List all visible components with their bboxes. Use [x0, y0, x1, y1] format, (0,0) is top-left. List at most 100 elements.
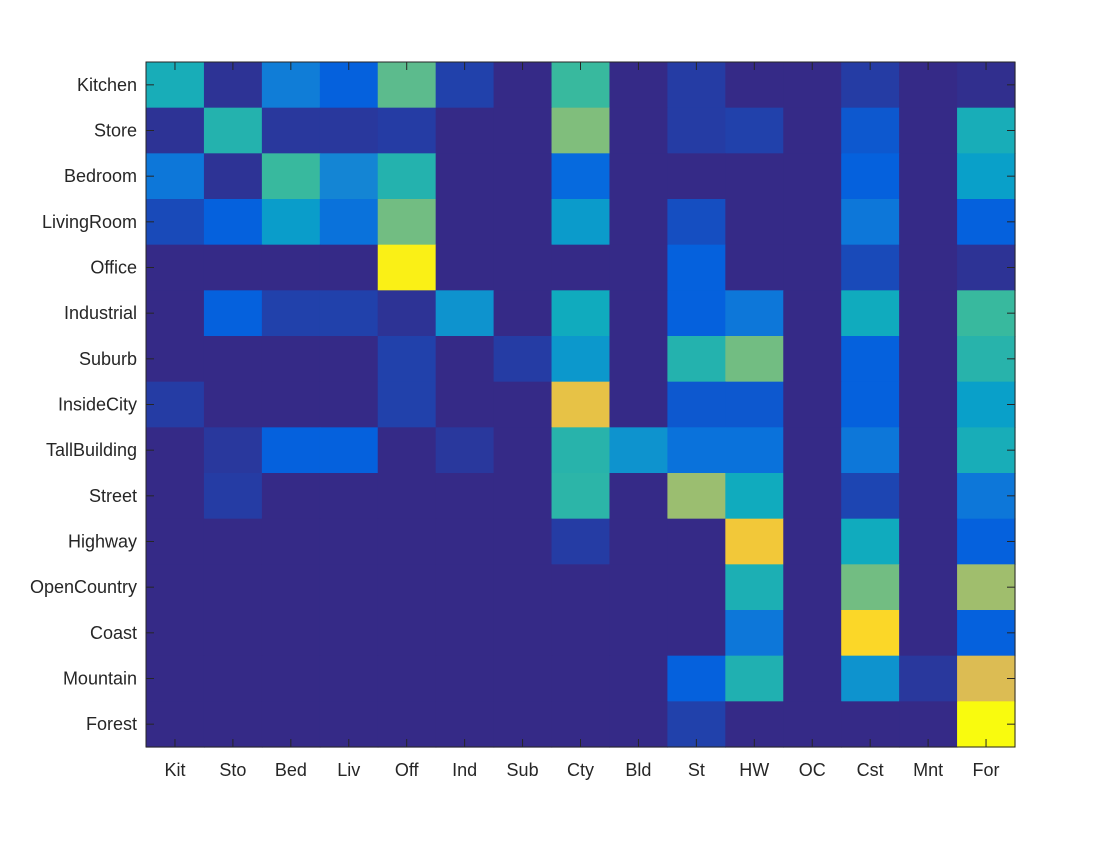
heatmap-cell: [319, 655, 379, 702]
heatmap-cell: [319, 153, 379, 200]
heatmap-cell: [667, 473, 726, 520]
heatmap-cell: [319, 107, 379, 154]
heatmap-cell: [493, 564, 553, 611]
heatmap-cell: [203, 473, 263, 520]
heatmap-cell: [609, 427, 668, 474]
heatmap-cell: [261, 427, 321, 474]
heatmap-cell: [841, 518, 900, 565]
heatmap-cell: [957, 564, 1016, 611]
heatmap-cell: [261, 153, 321, 200]
y-tick-label: Bedroom: [64, 166, 137, 186]
heatmap-cell: [609, 290, 668, 337]
heatmap-cell: [493, 244, 553, 291]
heatmap-cell: [435, 381, 495, 428]
heatmap-cell: [783, 655, 842, 702]
heatmap-cell: [667, 290, 726, 337]
heatmap-cell: [667, 336, 726, 383]
heatmap-cell: [146, 199, 205, 246]
heatmap-cell: [146, 381, 205, 428]
heatmap-cell: [377, 199, 437, 246]
heatmap-cell: [146, 153, 205, 200]
heatmap-cell: [783, 199, 842, 246]
heatmap-cell: [841, 290, 900, 337]
heatmap-cell: [319, 610, 379, 657]
heatmap-cell: [841, 153, 900, 200]
heatmap-cell: [725, 336, 784, 383]
heatmap-cell: [841, 427, 900, 474]
heatmap-cell: [899, 427, 958, 474]
x-tick-label: Liv: [337, 760, 360, 780]
heatmap-cell: [783, 244, 842, 291]
heatmap-cell: [899, 336, 958, 383]
y-tick-label: Highway: [68, 532, 137, 552]
heatmap-cell: [551, 427, 611, 474]
heatmap-cell: [841, 199, 900, 246]
heatmap-cell: [146, 610, 205, 657]
heatmap-cell: [203, 336, 263, 383]
heatmap-cell: [783, 564, 842, 611]
heatmap-cell: [493, 290, 553, 337]
heatmap-cell: [377, 610, 437, 657]
heatmap-cell: [203, 290, 263, 337]
heatmap-cell: [377, 290, 437, 337]
y-axis-ticks: [146, 84, 1015, 725]
heatmap-cell: [203, 199, 263, 246]
heatmap-cell: [435, 655, 495, 702]
heatmap-cell: [203, 427, 263, 474]
heatmap-cell: [783, 610, 842, 657]
heatmap-cell: [783, 107, 842, 154]
y-tick-label: Forest: [86, 714, 137, 734]
heatmap-cell: [667, 518, 726, 565]
heatmap-cell: [551, 244, 611, 291]
heatmap-cell: [957, 199, 1016, 246]
heatmap-cell: [319, 199, 379, 246]
x-axis-ticks: [174, 62, 987, 747]
heatmap-cell: [667, 564, 726, 611]
heatmap-cell: [146, 655, 205, 702]
heatmap-cell: [725, 199, 784, 246]
x-tick-label: Cty: [567, 760, 594, 780]
heatmap-cell: [146, 290, 205, 337]
heatmap-cell: [377, 244, 437, 291]
heatmap-cell: [725, 290, 784, 337]
heatmap-cell: [551, 473, 611, 520]
heatmap-cell: [957, 381, 1016, 428]
heatmap-cell: [841, 564, 900, 611]
heatmap-cell: [725, 244, 784, 291]
heatmap-cell: [203, 381, 263, 428]
heatmap-cell: [899, 473, 958, 520]
heatmap-cell: [957, 153, 1016, 200]
heatmap-cell: [261, 381, 321, 428]
heatmap-cell: [609, 564, 668, 611]
heatmap-cell: [841, 473, 900, 520]
heatmap-cell: [319, 244, 379, 291]
heatmap-cell: [667, 199, 726, 246]
heatmap-cell: [551, 518, 611, 565]
heatmap-cell: [146, 427, 205, 474]
heatmap-cell: [551, 107, 611, 154]
heatmap-cell: [377, 427, 437, 474]
x-tick-label: Mnt: [913, 760, 943, 780]
heatmap-cell: [899, 564, 958, 611]
y-tick-label: Industrial: [64, 303, 137, 323]
heatmap-cell: [203, 107, 263, 154]
x-tick-label: Bld: [625, 760, 651, 780]
heatmap-cell: [667, 107, 726, 154]
heatmap-cell: [493, 427, 553, 474]
heatmap-cell: [203, 655, 263, 702]
heatmap-cell: [261, 564, 321, 611]
heatmap-cell: [493, 473, 553, 520]
heatmap-cell: [609, 336, 668, 383]
heatmap-cell: [261, 518, 321, 565]
heatmap-cell: [667, 655, 726, 702]
heatmap-cell: [319, 564, 379, 611]
heatmap-cell: [899, 107, 958, 154]
heatmap-cell: [841, 655, 900, 702]
heatmap-cell: [493, 610, 553, 657]
heatmap-cell: [493, 153, 553, 200]
heatmap-cell: [377, 655, 437, 702]
y-axis-tick-labels: Kitchen Store Bedroom LivingRoom Office Indus…: [30, 75, 137, 734]
heatmap-cell: [261, 290, 321, 337]
heatmap-cells: [146, 62, 1016, 748]
